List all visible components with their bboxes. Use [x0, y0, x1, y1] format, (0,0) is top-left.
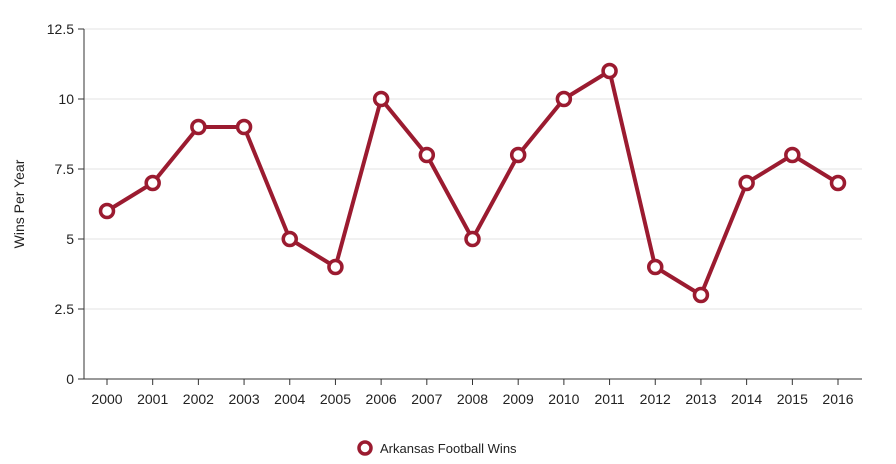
series-line	[105, 69, 840, 297]
x-tick-label: 2012	[640, 391, 671, 407]
data-point	[738, 174, 755, 192]
data-point	[98, 202, 116, 220]
y-tick-label: 12.5	[47, 21, 74, 37]
data-point	[190, 118, 207, 136]
data-point	[144, 174, 161, 192]
data-point	[509, 146, 527, 164]
data-point	[647, 258, 664, 276]
y-tick-label: 0	[66, 371, 74, 387]
legend-label: Arkansas Football Wins	[380, 441, 517, 456]
x-tick-label: 2000	[91, 391, 122, 407]
y-tick-label: 5	[66, 231, 74, 247]
data-point	[418, 146, 436, 164]
data-point	[601, 62, 618, 80]
x-tick-label: 2002	[183, 391, 214, 407]
data-point	[692, 286, 710, 304]
x-tick-label: 2006	[366, 391, 397, 407]
x-tick-label: 2008	[457, 391, 488, 407]
y-tick-label: 2.5	[55, 301, 75, 317]
x-tick-label: 2009	[503, 391, 534, 407]
axes	[83, 29, 862, 380]
data-point	[372, 90, 390, 108]
y-tick-label: 10	[58, 91, 74, 107]
x-tick-label: 2004	[274, 391, 305, 407]
x-tick-labels: 2000 2001 2002 2003 2004 2005 2006 2007 2008 2009…	[91, 379, 854, 407]
data-point	[829, 174, 847, 192]
grid-lines	[84, 28, 862, 310]
data-point	[281, 230, 298, 248]
x-tick-label: 2011	[595, 391, 625, 407]
y-tick-labels: 0 2.5 5 7.5 10 12.5	[47, 21, 84, 387]
legend: Arkansas Football Wins	[357, 440, 517, 456]
legend-marker	[357, 440, 373, 456]
x-tick-label: 2005	[320, 391, 351, 407]
x-tick-label: 2016	[822, 391, 853, 407]
data-point	[235, 118, 253, 136]
data-point	[555, 90, 573, 108]
x-tick-label: 2007	[411, 391, 442, 407]
y-tick-label: 7.5	[55, 161, 75, 177]
y-axis-title: Wins Per Year	[11, 159, 27, 248]
data-point	[327, 258, 344, 276]
x-tick-label: 2014	[731, 391, 762, 407]
data-point	[464, 230, 481, 248]
data-point	[784, 146, 801, 164]
x-tick-label: 2010	[548, 391, 579, 407]
x-tick-label: 2003	[228, 391, 259, 407]
x-tick-label: 2013	[685, 391, 716, 407]
series-group	[98, 62, 847, 304]
x-tick-label: 2001	[137, 391, 168, 407]
x-tick-label: 2015	[777, 391, 808, 407]
